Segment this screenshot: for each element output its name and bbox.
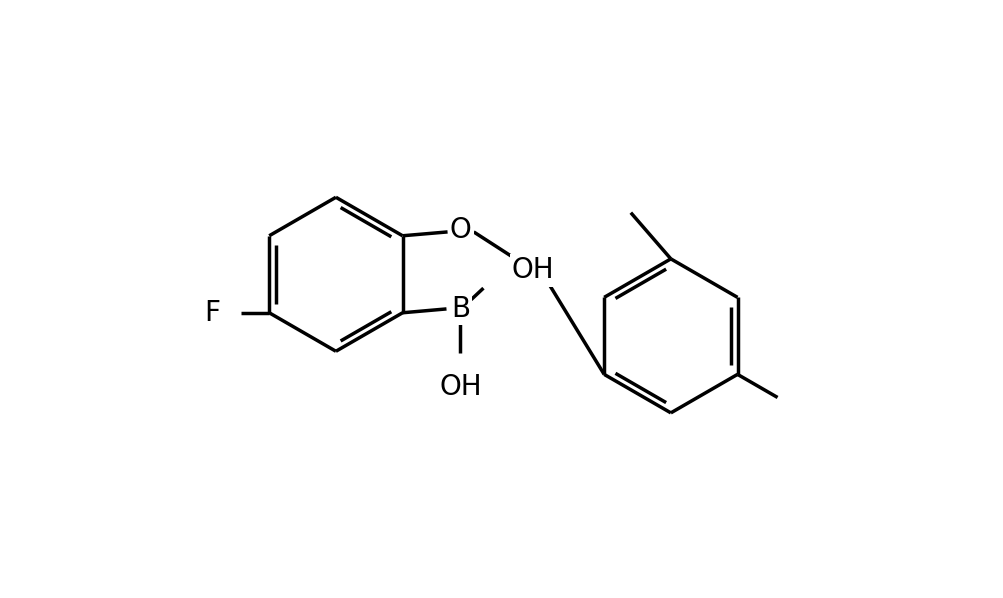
Text: F: F [205, 299, 221, 327]
Text: O: O [449, 216, 471, 245]
Text: OH: OH [438, 373, 481, 401]
Text: B: B [450, 295, 469, 323]
Text: OH: OH [512, 257, 554, 285]
